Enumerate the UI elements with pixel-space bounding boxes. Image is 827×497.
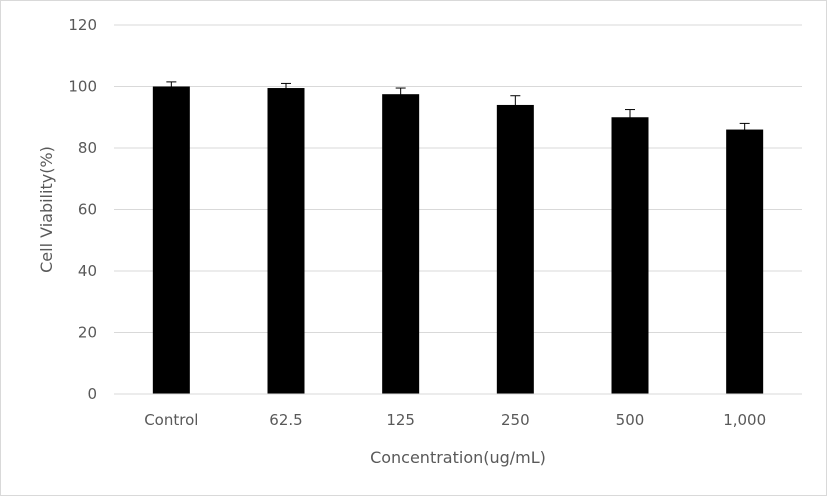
error-bars bbox=[166, 81, 750, 137]
x-axis-ticks: Control 62.5 125 250 500 1,000 bbox=[144, 411, 766, 429]
bar bbox=[496, 104, 534, 394]
error-bar bbox=[510, 95, 521, 115]
bar bbox=[152, 86, 190, 394]
y-tick-label: 80 bbox=[78, 139, 97, 157]
bar bbox=[382, 94, 420, 394]
y-axis-title: Cell Viability(%) bbox=[37, 146, 56, 273]
x-tick-label: 62.5 bbox=[269, 411, 302, 429]
y-tick-label: 20 bbox=[78, 324, 97, 342]
error-bar bbox=[281, 82, 291, 94]
bar bbox=[611, 117, 649, 394]
y-tick-label: 120 bbox=[68, 16, 97, 34]
error-bar bbox=[395, 87, 406, 101]
bar bbox=[267, 88, 305, 394]
x-tick-label: 1,000 bbox=[723, 411, 766, 429]
y-tick-label: 0 bbox=[87, 385, 97, 403]
bar bbox=[726, 129, 764, 395]
x-tick-label: 500 bbox=[616, 411, 645, 429]
gridlines bbox=[114, 24, 802, 333]
y-tick-label: 100 bbox=[68, 78, 97, 96]
bars bbox=[152, 86, 764, 395]
x-tick-label: Control bbox=[144, 411, 198, 429]
y-tick-label: 60 bbox=[78, 201, 97, 219]
x-axis-title: Concentration(ug/mL) bbox=[370, 448, 546, 467]
error-bar bbox=[739, 122, 750, 137]
x-tick-label: 250 bbox=[501, 411, 530, 429]
error-bar bbox=[625, 109, 635, 126]
y-tick-label: 40 bbox=[78, 262, 97, 280]
y-axis-ticks: 0 20 40 60 80 100 120 bbox=[68, 16, 97, 403]
error-bar bbox=[166, 81, 177, 92]
x-tick-label: 125 bbox=[386, 411, 415, 429]
